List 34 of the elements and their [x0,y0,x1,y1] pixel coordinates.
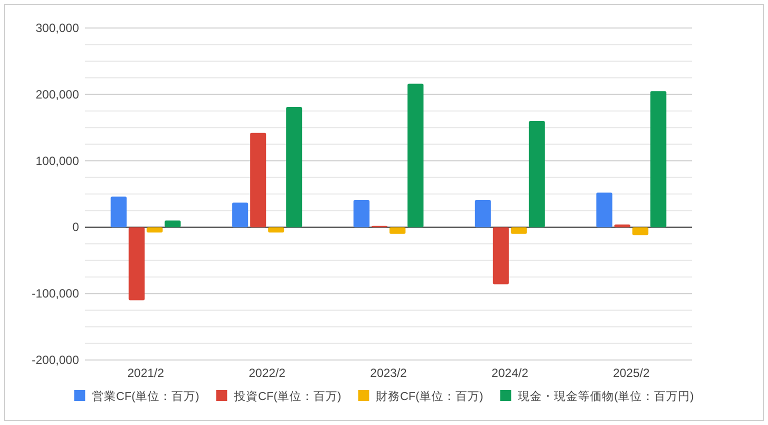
y-tick-label: 100,000 [36,154,80,168]
bar [614,224,630,228]
bar [528,120,545,228]
bar [286,107,302,228]
x-tick-label: 2024/2 [492,366,529,380]
x-tick-label: 2025/2 [612,366,650,380]
legend-label: 投資CF(単位：百万) [233,390,342,403]
bar [632,227,648,236]
bar [232,202,248,228]
legend-label: 営業CF(単位：百万) [92,390,200,403]
legend-label: 現金・現金等価物(単位：百万円) [518,390,694,403]
bar [650,91,666,228]
x-tick-label: 2022/2 [248,366,286,380]
y-tick-label: -100,000 [32,286,80,301]
bar [474,200,491,228]
bar [510,227,527,234]
bar [164,220,181,228]
bar [268,227,284,233]
bar [354,200,370,228]
bar [110,196,127,228]
bar [596,192,612,228]
bar [146,227,163,233]
y-tick-label: -200,000 [32,353,80,367]
bar [128,227,145,300]
legend-label: 財務CF(単位：百万) [376,390,484,403]
y-tick-label: 300,000 [36,21,80,35]
y-tick-label: 200,000 [36,87,80,102]
bar [250,132,266,228]
x-tick-label: 2021/2 [127,366,164,380]
x-tick-label: 2023/2 [370,366,408,380]
bar [492,227,509,284]
bar [408,84,424,228]
y-tick-label: 0 [72,220,80,234]
bar [390,227,406,234]
